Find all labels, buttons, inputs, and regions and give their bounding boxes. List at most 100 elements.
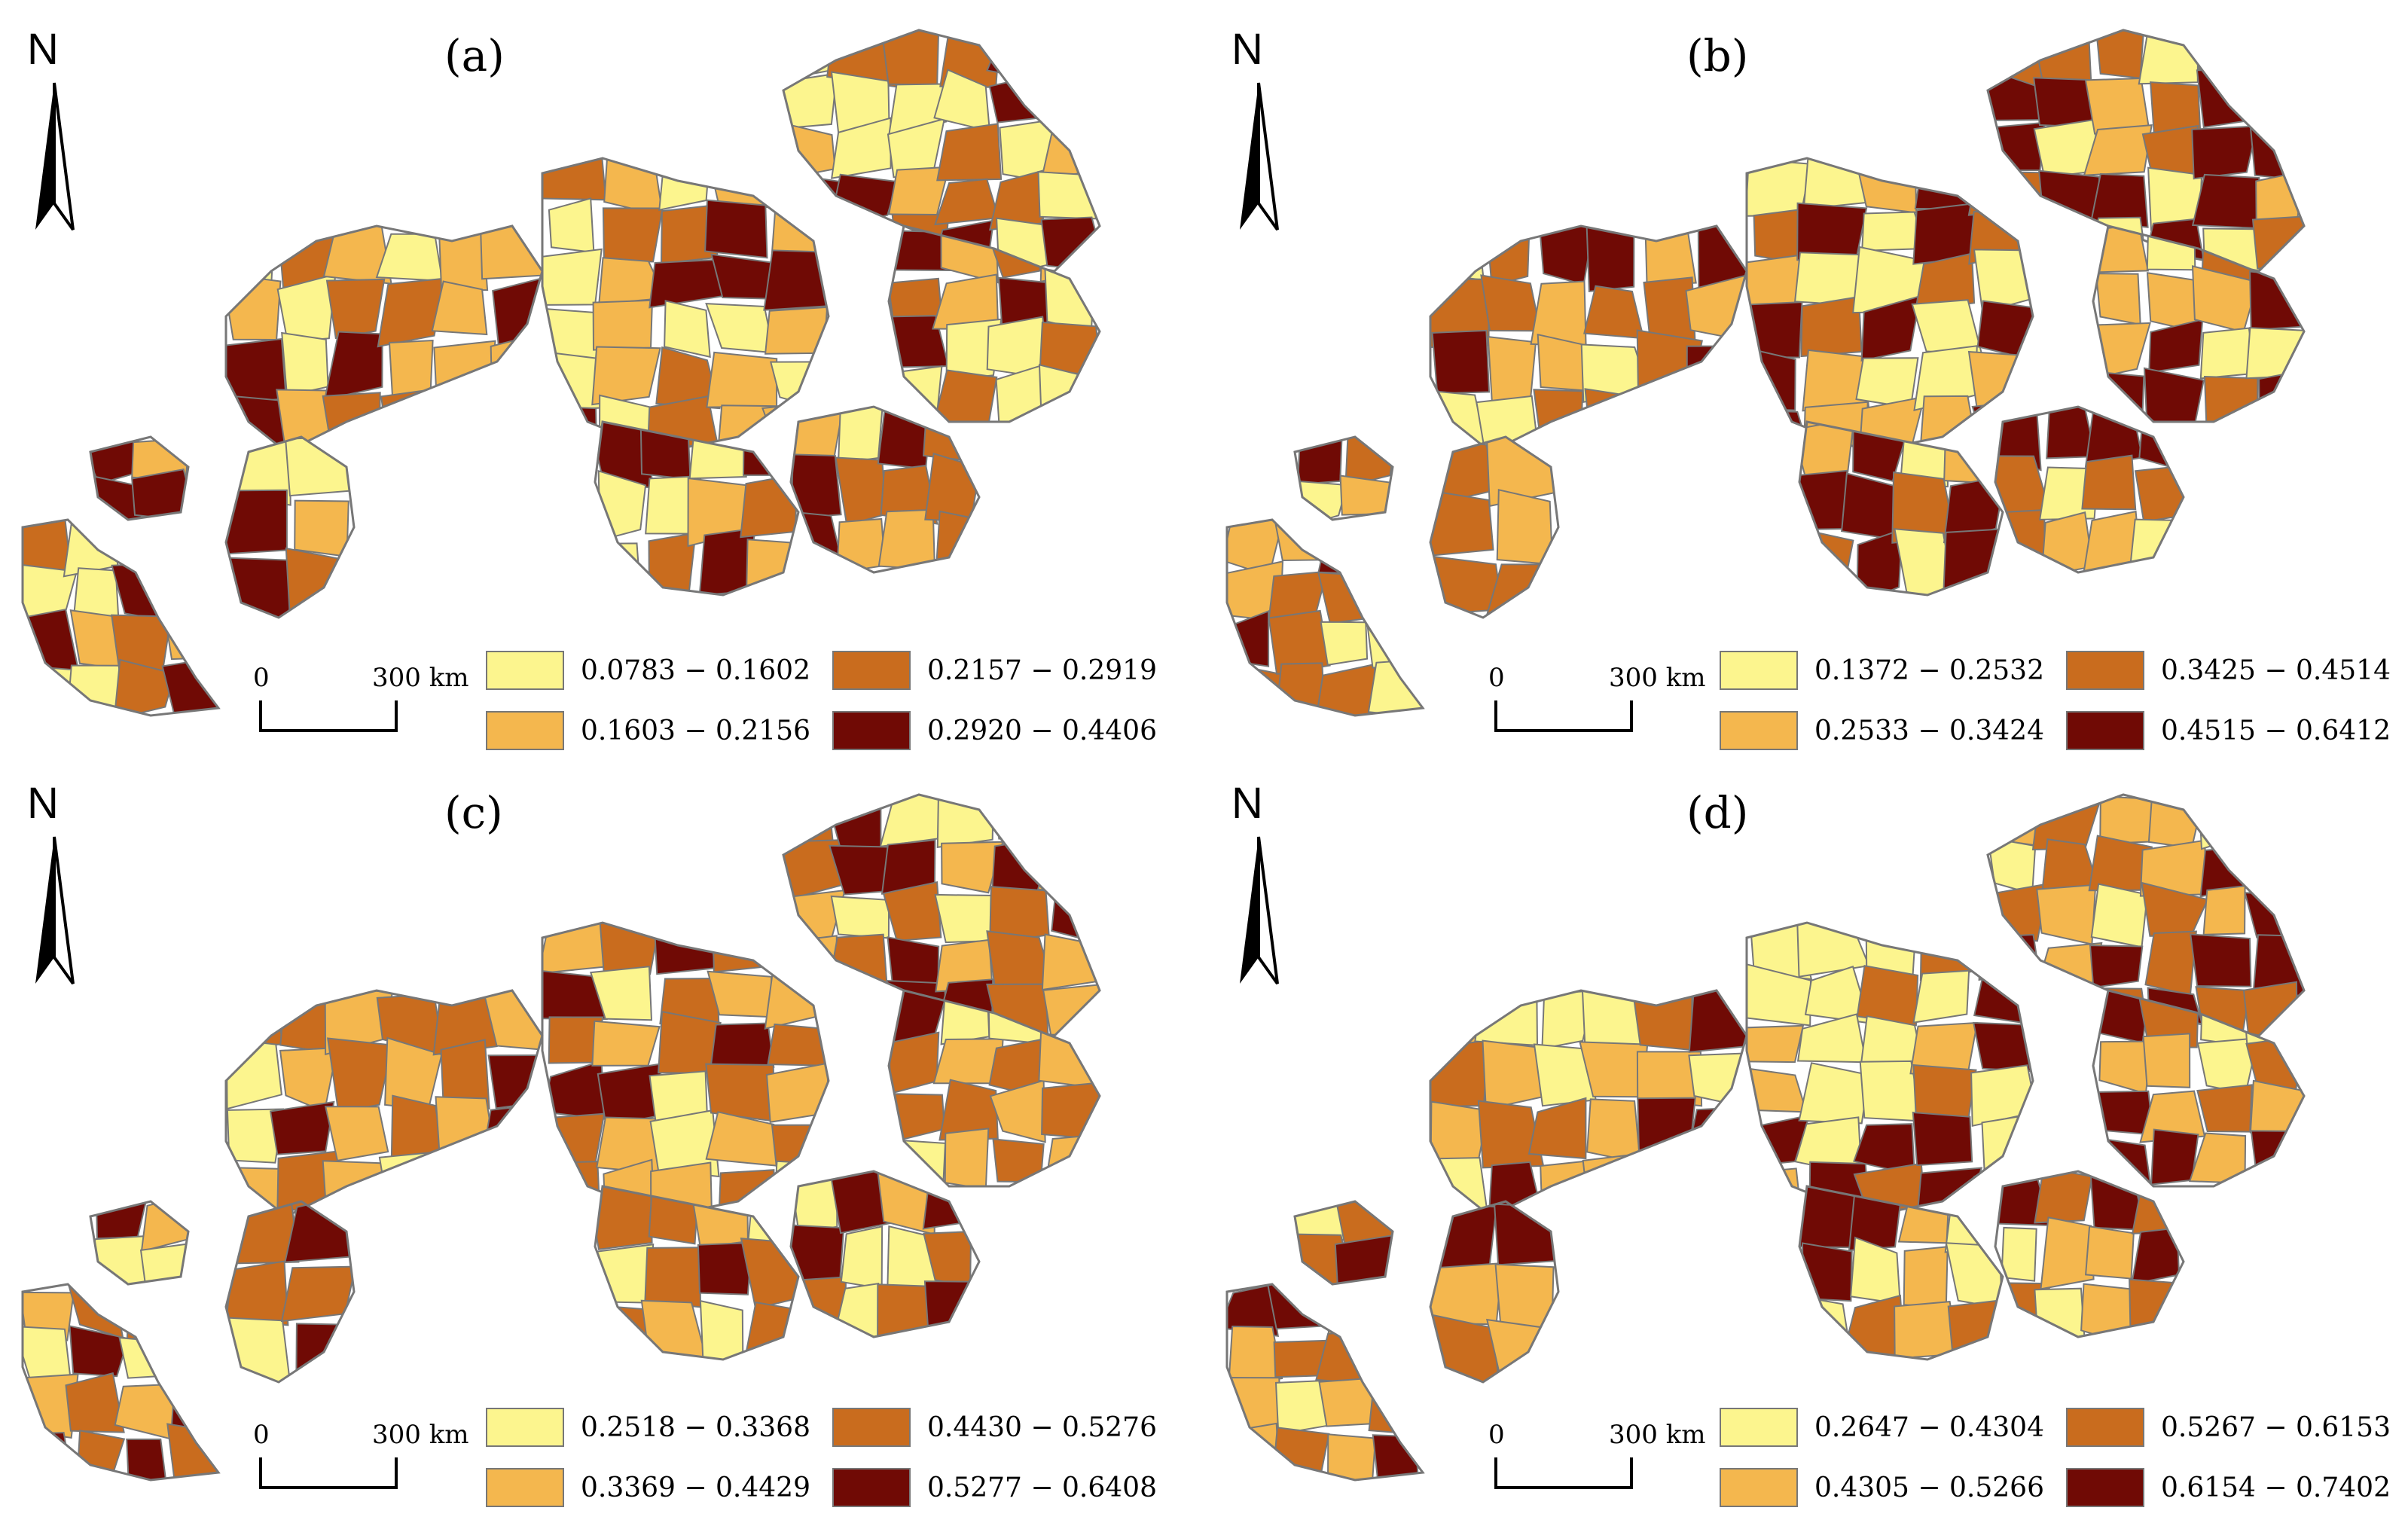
legend-item-4: 0.2920 − 0.4406 (832, 708, 1157, 753)
region-outline (224, 435, 356, 619)
county-polygon (95, 1201, 149, 1240)
county-polygon (2089, 945, 2144, 989)
county-polygon (1634, 398, 1704, 447)
region-group (23, 1284, 218, 1480)
county-polygon (837, 407, 884, 465)
county-polygon (1912, 969, 1970, 1024)
swatch-class3 (2066, 651, 2144, 690)
county-polygon (795, 1276, 847, 1337)
county-polygon (1533, 389, 1584, 452)
county-polygon (226, 337, 287, 405)
county-polygon (2081, 454, 2137, 511)
legend-item-3: 0.3425 − 0.4514 (2066, 648, 2391, 693)
legend: 0.2518 − 0.3368 0.3369 − 0.4429 0.4430 −… (486, 1405, 1164, 1518)
county-polygon (830, 895, 890, 939)
legend-item-1: 0.0783 − 0.1602 (486, 648, 810, 693)
swatch-class2 (486, 711, 564, 750)
scale-zero: 0 (253, 1420, 270, 1450)
county-polygon (2258, 369, 2304, 422)
county-polygon (226, 1260, 289, 1326)
county-polygon (882, 880, 942, 942)
county-polygon (2134, 465, 2184, 523)
county-polygon (294, 499, 349, 558)
county-polygon (932, 369, 998, 422)
county-polygon (710, 253, 776, 300)
region-group (1430, 990, 1747, 1216)
county-polygon (1296, 437, 1343, 486)
region-group (90, 1201, 188, 1284)
county-polygon (2032, 77, 2095, 128)
legend-item-3: 0.4430 − 0.5276 (832, 1405, 1157, 1450)
county-polygon (492, 275, 542, 346)
scale-bar: 0 300 km (1488, 1420, 1714, 1503)
choropleth-map (1225, 29, 2306, 717)
region-outline (1225, 518, 1425, 717)
county-polygon (322, 392, 381, 452)
county-polygon (1038, 364, 1100, 422)
county-polygon (783, 120, 836, 180)
county-polygon (1539, 226, 1595, 286)
county-polygon (2251, 215, 2304, 270)
county-polygon (1430, 489, 1494, 557)
county-polygon (2148, 318, 2204, 374)
legend-label: 0.2157 − 0.2919 (927, 655, 1157, 686)
county-polygon (1637, 1097, 1696, 1164)
county-polygon (1988, 30, 2049, 88)
county-polygon (640, 1299, 707, 1360)
county-polygon (938, 1079, 999, 1141)
region-outline (21, 1283, 221, 1482)
county-polygon (432, 389, 491, 452)
region-outline (224, 224, 544, 453)
panel-title: (c) (444, 787, 503, 838)
county-polygon (653, 923, 716, 975)
region-outline (594, 1185, 800, 1361)
scale-bar: 0 300 km (253, 663, 479, 746)
county-polygon (2242, 981, 2298, 1036)
legend-label: 0.2647 − 0.4304 (1814, 1412, 2044, 1443)
county-polygon (324, 1106, 389, 1162)
county-polygon (591, 346, 661, 406)
county-polygon (992, 1138, 1045, 1183)
county-polygon (1800, 295, 1863, 358)
county-polygon (2247, 70, 2304, 136)
county-polygon (704, 199, 768, 259)
legend-label: 0.5267 − 0.6153 (2161, 1412, 2391, 1443)
county-polygon (378, 1151, 444, 1216)
county-polygon (2034, 1287, 2086, 1337)
choropleth-map (21, 29, 1101, 717)
scale-zero: 0 (1488, 663, 1505, 693)
county-polygon (2083, 124, 2153, 176)
county-polygon (944, 1128, 990, 1186)
county-polygon (542, 158, 607, 201)
region-group (542, 158, 829, 452)
region-group (226, 990, 542, 1216)
county-polygon (2250, 1130, 2304, 1186)
county-polygon (2144, 930, 2198, 996)
county-polygon (2095, 273, 2141, 326)
swatch-class4 (2066, 1468, 2144, 1507)
county-polygon (740, 473, 798, 539)
county-polygon (712, 923, 780, 973)
legend-item-1: 0.1372 − 0.2532 (1720, 648, 2044, 693)
county-polygon (1747, 1067, 1808, 1113)
county-polygon (655, 346, 721, 410)
swatch-class2 (486, 1468, 564, 1507)
panel-b: N (b) 0 300 km 0.1372 − 0.2532 0.2533 − … (1204, 0, 2408, 764)
region-outline (21, 518, 221, 717)
swatch-class1 (486, 651, 564, 690)
county-polygon (658, 158, 711, 211)
county-polygon (226, 489, 288, 555)
county-polygon (706, 158, 774, 209)
north-letter: N (1231, 25, 1263, 74)
county-polygon (591, 1020, 661, 1067)
county-polygon (1988, 933, 2043, 993)
north-letter: N (1231, 779, 1263, 828)
county-polygon (1339, 475, 1393, 516)
county-polygon (934, 893, 995, 944)
region-group (791, 407, 979, 572)
county-polygon (986, 30, 1042, 81)
legend-label: 0.4515 − 0.6412 (2161, 715, 2391, 746)
county-polygon (1365, 523, 1423, 566)
county-polygon (1430, 1039, 1489, 1108)
county-polygon (481, 1102, 542, 1162)
